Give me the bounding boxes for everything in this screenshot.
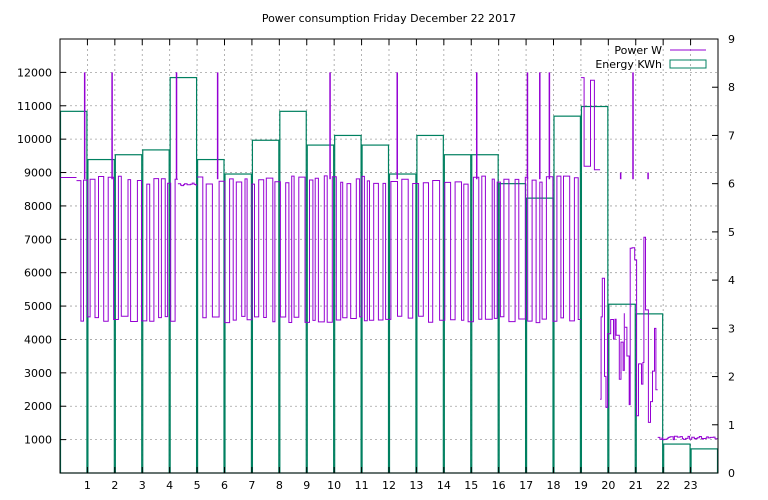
x-tick-label: 14 [437,479,451,492]
y2-tick-label: 5 [728,226,735,239]
energy-bar [306,144,335,474]
power-segment [624,236,658,423]
y-tick-label: 7000 [24,233,52,246]
x-tick-label: 3 [139,479,146,492]
energy-bar [553,115,582,474]
y-tick-label: 6000 [24,267,52,280]
energy-bar [663,443,691,474]
y-tick-label: 4000 [24,333,52,346]
x-tick-label: 1 [84,479,91,492]
energy-bar [334,134,362,474]
energy-bar [196,158,225,474]
power-segment [580,77,601,171]
x-tick-label: 12 [382,479,396,492]
y2-tick-label: 0 [728,467,735,480]
y-tick-label: 2000 [24,400,52,413]
y-tick-label: 8000 [24,200,52,213]
y2-tick-label: 3 [728,322,735,335]
x-tick-label: 2 [111,479,118,492]
energy-bar [690,448,719,474]
x-tick-label: 21 [629,479,643,492]
x-tick-label: 11 [355,479,369,492]
x-tick-label: 23 [684,479,698,492]
x-tick-label: 9 [303,479,310,492]
x-tick-label: 4 [166,479,173,492]
x-tick-label: 13 [409,479,423,492]
y-tick-label: 3000 [24,367,52,380]
y2-tick-label: 9 [728,33,735,46]
energy-bar [169,76,198,474]
power-segment [197,175,581,324]
axes: 1 2 3 4 5 6 7 8 9 10 11 12 13 14 15 16 17 18 19 20 21 22 23100… [17,33,735,492]
power-segment [657,435,718,441]
x-tick-label: 18 [547,479,561,492]
y2-tick-label: 7 [728,129,735,142]
y-tick-label: 11000 [17,100,52,113]
y2-tick-label: 1 [728,419,735,432]
energy-bar [635,313,664,474]
legend-swatch-energy [669,59,707,69]
x-tick-label: 15 [464,479,478,492]
power-segment [177,182,198,187]
energy-bar [388,173,417,474]
power-segment [600,277,625,408]
x-tick-label: 20 [601,479,615,492]
legend-label-energy: Energy KWh [595,58,662,71]
energy-bar [87,158,115,474]
energy-bar [59,110,88,474]
x-tick-label: 7 [248,479,255,492]
energy-bar [361,144,390,474]
y2-tick-label: 8 [728,81,735,94]
y-tick-label: 9000 [24,167,52,180]
y2-tick-label: 4 [728,274,735,287]
x-tick-label: 10 [327,479,341,492]
chart-title: Power consumption Friday December 22 201… [262,12,516,25]
x-tick-label: 19 [574,479,588,492]
energy-bar [279,110,307,474]
energy-bar [608,303,636,474]
legend: Power W Energy KWh [595,44,707,71]
x-tick-label: 22 [656,479,670,492]
x-tick-label: 6 [221,479,228,492]
y2-tick-label: 6 [728,178,735,191]
x-tick-label: 17 [519,479,533,492]
energy-bar [443,154,472,474]
legend-label-power: Power W [614,44,662,57]
y-tick-label: 10000 [17,133,52,146]
y-tick-label: 1000 [24,434,52,447]
power-segment [76,175,178,322]
x-tick-label: 16 [492,479,506,492]
x-tick-label: 5 [194,479,201,492]
energy-bar [498,183,527,474]
x-tick-label: 8 [276,479,283,492]
y-tick-label: 12000 [17,66,52,79]
y-tick-label: 5000 [24,300,52,313]
y2-tick-label: 2 [728,371,735,384]
power-line [60,72,718,441]
